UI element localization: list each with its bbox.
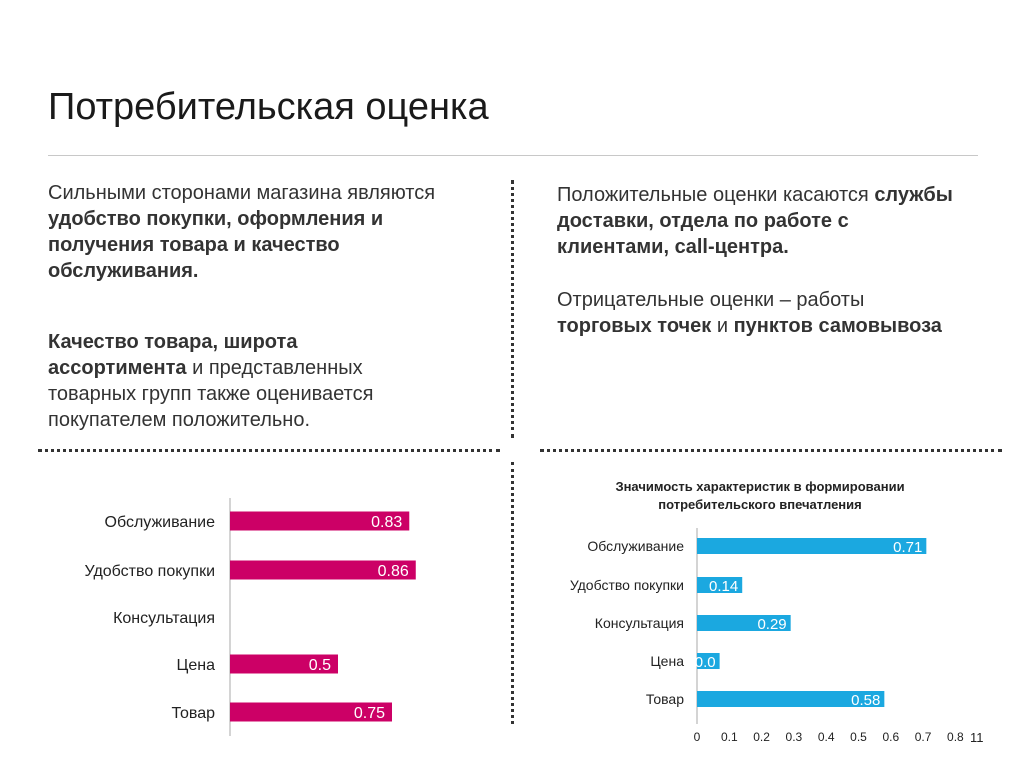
data-label: 0.75 [354,705,385,722]
text-line: Положительные оценки касаются службы [557,184,953,206]
text-line: удобство покупки, оформления и [48,208,384,230]
bar [697,653,720,669]
data-label: 0.86 [378,563,409,580]
x-tick-label: 0.3 [786,730,803,744]
bar [697,577,743,593]
x-tick-label: 0.5 [850,730,867,744]
left-paragraph-quality: Качество товара, широта ассортимента и п… [48,329,373,433]
left-paragraph-strengths: Сильными сторонами магазина являются удо… [48,180,435,284]
right-paragraph-positive: Положительные оценки касаются службы дос… [557,182,953,260]
chart-title-line: Значимость характеристик в формировании [615,479,905,494]
category-label: Удобство покупки [85,563,215,580]
category-label: Цена [650,653,684,669]
data-label: 0.58 [851,692,880,709]
title-divider [48,155,978,156]
category-label: Товар [171,705,215,722]
bar [230,511,410,531]
text-line: Отрицательные оценки – работы [557,289,865,311]
bar [697,691,885,707]
horizontal-divider-right [540,449,1002,452]
bar [230,702,392,722]
text-line: доставки, отдела по работе с [557,210,849,232]
bar [230,560,416,580]
page-number: 11 [970,730,984,745]
data-label: 0.5 [309,657,331,674]
data-label: 0.14 [709,578,738,595]
bar [697,615,791,631]
x-tick-label: 0.7 [915,730,932,744]
text-line: обслуживания. [48,260,199,282]
bar [230,654,338,674]
right-paragraph-negative: Отрицательные оценки – работы торговых т… [557,287,942,339]
text-line: ассортимента и представленных [48,357,363,379]
category-label: Консультация [113,610,215,627]
x-tick-label: 0 [694,730,701,744]
text-line: получения товара и качество [48,234,340,256]
x-tick-label: 0.2 [753,730,770,744]
bar [697,538,927,554]
horizontal-divider-left [38,449,500,452]
data-label: 0.0 [695,654,716,671]
vertical-divider-bottom [511,462,514,724]
category-label: Цена [177,657,216,674]
chart-title-line: потребительского впечатления [658,497,862,512]
data-label: 0.29 [757,616,786,633]
category-label: Обслуживание [587,538,684,554]
data-label: 0.71 [893,539,922,556]
category-label: Консультация [595,615,684,631]
text-line: товарных групп также оценивается [48,383,374,405]
x-tick-label: 0.1 [721,730,738,744]
text-line: покупателем положительно. [48,409,311,431]
x-tick-label: 0.6 [882,730,899,744]
vertical-divider-top [511,180,514,438]
data-label: 0.83 [371,514,402,531]
category-label: Обслуживание [105,514,216,531]
category-label: Товар [646,691,684,707]
text-line: торговых точек и пунктов самовывоза [557,315,942,337]
text-line: Сильными сторонами магазина являются [48,182,436,204]
text-line: Качество товара, широта [48,331,298,353]
chart-importance-title: Значимость характеристик в формировании … [570,478,950,514]
text-line: клиентами, call-центра. [557,236,789,258]
category-label: Удобство покупки [570,577,684,593]
x-tick-label: 0.8 [947,730,964,744]
x-tick-label: 0.4 [818,730,835,744]
slide-title: Потребительская оценка [48,86,489,128]
